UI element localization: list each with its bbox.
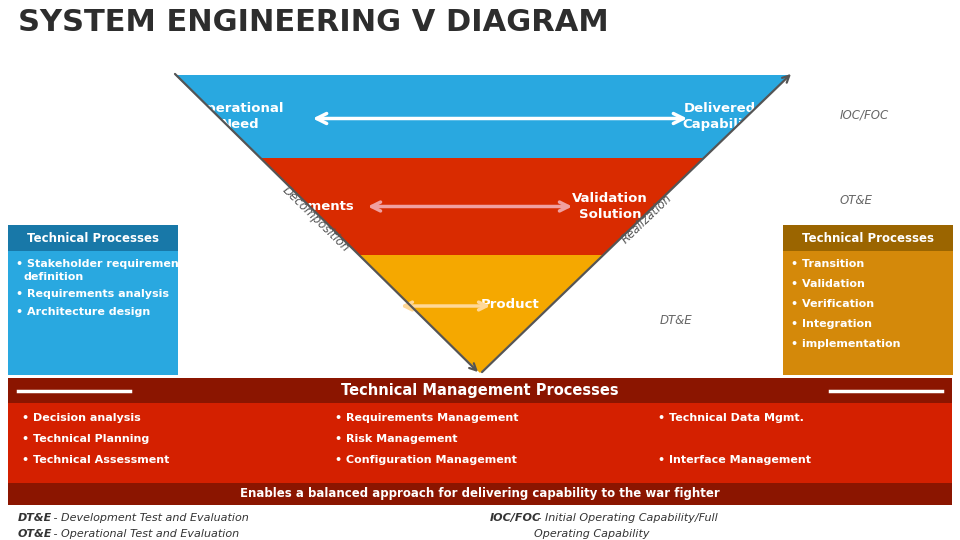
Text: • Verification: • Verification (791, 299, 875, 309)
Text: DT&E: DT&E (18, 513, 52, 523)
Text: IOC/FOC: IOC/FOC (490, 513, 541, 523)
Text: Realization: Realization (618, 192, 675, 247)
Polygon shape (175, 75, 790, 158)
Text: OT&E: OT&E (18, 529, 53, 539)
Text: definition: definition (24, 272, 84, 282)
Text: Enables a balanced approach for delivering capability to the war fighter: Enables a balanced approach for deliveri… (240, 488, 720, 501)
Text: Requirements: Requirements (250, 200, 354, 213)
Text: • Requirements Management: • Requirements Management (335, 413, 518, 423)
Text: • Configuration Management: • Configuration Management (335, 455, 516, 465)
Polygon shape (359, 255, 603, 373)
Text: OT&E: OT&E (840, 193, 873, 206)
Text: Operational
Need: Operational Need (196, 102, 284, 131)
Text: Technical Processes: Technical Processes (27, 232, 159, 245)
Text: Delivered
Capability: Delivered Capability (683, 102, 757, 131)
FancyBboxPatch shape (8, 403, 952, 483)
Text: • Interface Management: • Interface Management (658, 455, 811, 465)
Text: • Decision analysis: • Decision analysis (22, 413, 141, 423)
Polygon shape (260, 158, 704, 255)
Text: • implementation: • implementation (791, 339, 900, 349)
Text: Validation
Solution: Validation Solution (572, 192, 648, 221)
FancyBboxPatch shape (8, 483, 952, 505)
FancyBboxPatch shape (8, 378, 952, 403)
Text: Design: Design (345, 298, 396, 310)
Text: SYSTEM ENGINEERING V DIAGRAM: SYSTEM ENGINEERING V DIAGRAM (18, 8, 609, 37)
Text: Technical Management Processes: Technical Management Processes (341, 383, 619, 398)
Text: • Technical Planning: • Technical Planning (22, 434, 149, 444)
Text: DT&E: DT&E (660, 314, 692, 327)
FancyBboxPatch shape (8, 225, 178, 375)
Text: • Validation: • Validation (791, 279, 865, 289)
FancyBboxPatch shape (783, 225, 953, 251)
Text: IOC/FOC: IOC/FOC (840, 109, 889, 122)
Text: • Technical Assessment: • Technical Assessment (22, 455, 169, 465)
Text: Product: Product (481, 298, 540, 310)
Text: • Transition: • Transition (791, 259, 864, 269)
Text: • Architecture design: • Architecture design (16, 307, 151, 317)
Text: Technical Processes: Technical Processes (802, 232, 934, 245)
Text: • Stakeholder requirements: • Stakeholder requirements (16, 259, 191, 269)
FancyBboxPatch shape (783, 225, 953, 375)
Text: • Risk Management: • Risk Management (335, 434, 458, 444)
Text: Decomposition: Decomposition (280, 184, 352, 255)
Text: - Development Test and Evaluation: - Development Test and Evaluation (50, 513, 249, 523)
Text: • Technical Data Mgmt.: • Technical Data Mgmt. (658, 413, 804, 423)
Text: Operating Capability: Operating Capability (534, 529, 650, 539)
Text: • Integration: • Integration (791, 319, 872, 329)
Text: - Operational Test and Evaluation: - Operational Test and Evaluation (50, 529, 239, 539)
FancyBboxPatch shape (8, 225, 178, 251)
Text: - Initial Operating Capability/Full: - Initial Operating Capability/Full (534, 513, 718, 523)
Text: • Requirements analysis: • Requirements analysis (16, 289, 169, 299)
